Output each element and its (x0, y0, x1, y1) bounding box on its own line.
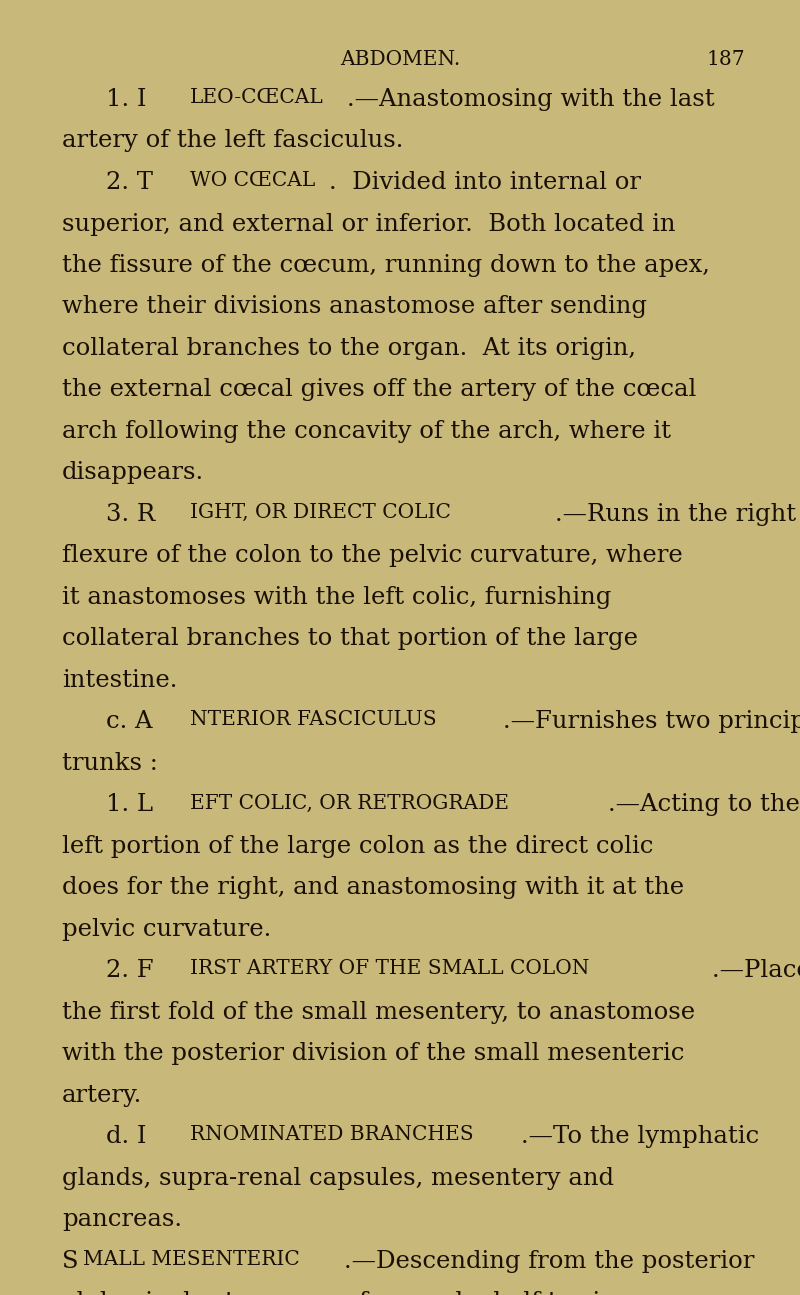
Text: 1. I: 1. I (106, 88, 146, 111)
Text: .—Anastomosing with the last: .—Anastomosing with the last (346, 88, 714, 111)
Text: .—Runs in the right: .—Runs in the right (555, 502, 797, 526)
Text: with the posterior division of the small mesenteric: with the posterior division of the small… (62, 1042, 684, 1066)
Text: WO CŒCAL: WO CŒCAL (190, 171, 315, 190)
Text: artery of the left fasciculus.: artery of the left fasciculus. (62, 130, 403, 153)
Text: LEO-CŒCAL: LEO-CŒCAL (190, 88, 324, 107)
Text: does for the right, and anastomosing with it at the: does for the right, and anastomosing wit… (62, 877, 684, 900)
Text: .  Divided into internal or: . Divided into internal or (330, 171, 642, 194)
Text: S: S (62, 1250, 78, 1273)
Text: EFT COLIC, OR RETROGRADE: EFT COLIC, OR RETROGRADE (190, 794, 509, 812)
Text: disappears.: disappears. (62, 461, 204, 484)
Text: .—Descending from the posterior: .—Descending from the posterior (344, 1250, 754, 1273)
Text: artery.: artery. (62, 1084, 142, 1107)
Text: c. A: c. A (106, 711, 153, 733)
Text: collateral branches to the organ.  At its origin,: collateral branches to the organ. At its… (62, 337, 636, 360)
Text: intestine.: intestine. (62, 670, 178, 692)
Text: 3. R: 3. R (106, 502, 155, 526)
Text: pancreas.: pancreas. (62, 1208, 182, 1232)
Text: flexure of the colon to the pelvic curvature, where: flexure of the colon to the pelvic curva… (62, 544, 682, 567)
Text: ABDOMEN.: ABDOMEN. (340, 51, 460, 69)
Text: the fissure of the cœcum, running down to the apex,: the fissure of the cœcum, running down t… (62, 254, 710, 277)
Text: 2. F: 2. F (106, 960, 154, 983)
Text: IGHT, OR DIRECT COLIC: IGHT, OR DIRECT COLIC (190, 502, 451, 522)
Text: the first fold of the small mesentery, to anastomose: the first fold of the small mesentery, t… (62, 1001, 695, 1024)
Text: left portion of the large colon as the direct colic: left portion of the large colon as the d… (62, 835, 654, 859)
Text: arch following the concavity of the arch, where it: arch following the concavity of the arch… (62, 420, 671, 443)
Text: d. I: d. I (106, 1125, 146, 1149)
Text: superior, and external or inferior.  Both located in: superior, and external or inferior. Both… (62, 212, 675, 236)
Text: .—Acting to the: .—Acting to the (608, 794, 799, 817)
Text: 2. T: 2. T (106, 171, 153, 194)
Text: it anastomoses with the left colic, furnishing: it anastomoses with the left colic, furn… (62, 587, 611, 609)
Text: glands, supra-renal capsules, mesentery and: glands, supra-renal capsules, mesentery … (62, 1167, 614, 1190)
Text: MALL MESENTERIC: MALL MESENTERIC (83, 1250, 300, 1269)
Text: 187: 187 (706, 51, 745, 69)
Text: .—Furnishes two principal: .—Furnishes two principal (503, 711, 800, 733)
Text: .—To the lymphatic: .—To the lymphatic (521, 1125, 758, 1149)
Text: NTERIOR FASCICULUS: NTERIOR FASCICULUS (190, 711, 437, 729)
Text: IRST ARTERY OF THE SMALL COLON: IRST ARTERY OF THE SMALL COLON (190, 960, 590, 979)
Text: abdominal artery, some four and a half to six: abdominal artery, some four and a half t… (62, 1291, 614, 1295)
Text: .—Placed in: .—Placed in (712, 960, 800, 983)
Text: the external cœcal gives off the artery of the cœcal: the external cœcal gives off the artery … (62, 378, 696, 401)
Text: collateral branches to that portion of the large: collateral branches to that portion of t… (62, 628, 638, 650)
Text: trunks :: trunks : (62, 752, 158, 774)
Text: 1. L: 1. L (106, 794, 153, 817)
Text: RNOMINATED BRANCHES: RNOMINATED BRANCHES (190, 1125, 474, 1145)
Text: pelvic curvature.: pelvic curvature. (62, 918, 271, 941)
Text: where their divisions anastomose after sending: where their divisions anastomose after s… (62, 295, 647, 319)
